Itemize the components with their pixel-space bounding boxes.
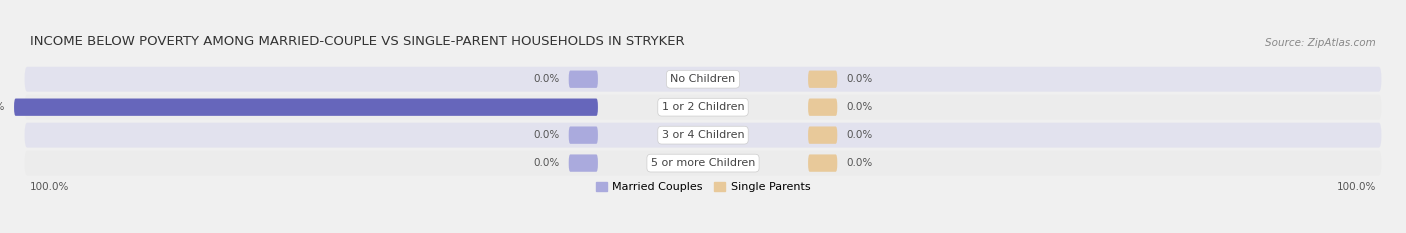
Text: 100.0%: 100.0% (0, 102, 6, 112)
Text: 100.0%: 100.0% (1337, 182, 1376, 192)
FancyBboxPatch shape (568, 127, 598, 144)
FancyBboxPatch shape (808, 71, 838, 88)
FancyBboxPatch shape (14, 99, 598, 116)
Text: 5 or more Children: 5 or more Children (651, 158, 755, 168)
Text: 3 or 4 Children: 3 or 4 Children (662, 130, 744, 140)
FancyBboxPatch shape (24, 95, 1382, 120)
Text: 0.0%: 0.0% (846, 130, 872, 140)
Text: 0.0%: 0.0% (846, 102, 872, 112)
Text: 0.0%: 0.0% (534, 130, 560, 140)
FancyBboxPatch shape (24, 151, 1382, 176)
FancyBboxPatch shape (808, 127, 838, 144)
FancyBboxPatch shape (808, 99, 838, 116)
Text: 0.0%: 0.0% (534, 158, 560, 168)
FancyBboxPatch shape (568, 71, 598, 88)
Text: 1 or 2 Children: 1 or 2 Children (662, 102, 744, 112)
FancyBboxPatch shape (568, 154, 598, 172)
FancyBboxPatch shape (808, 154, 838, 172)
Legend: Married Couples, Single Parents: Married Couples, Single Parents (592, 177, 814, 197)
Text: Source: ZipAtlas.com: Source: ZipAtlas.com (1265, 38, 1376, 48)
Text: 0.0%: 0.0% (534, 74, 560, 84)
Text: 0.0%: 0.0% (846, 158, 872, 168)
Text: 100.0%: 100.0% (30, 182, 69, 192)
Text: 0.0%: 0.0% (846, 74, 872, 84)
FancyBboxPatch shape (24, 67, 1382, 92)
FancyBboxPatch shape (24, 123, 1382, 148)
Text: No Children: No Children (671, 74, 735, 84)
Text: INCOME BELOW POVERTY AMONG MARRIED-COUPLE VS SINGLE-PARENT HOUSEHOLDS IN STRYKER: INCOME BELOW POVERTY AMONG MARRIED-COUPL… (30, 35, 685, 48)
